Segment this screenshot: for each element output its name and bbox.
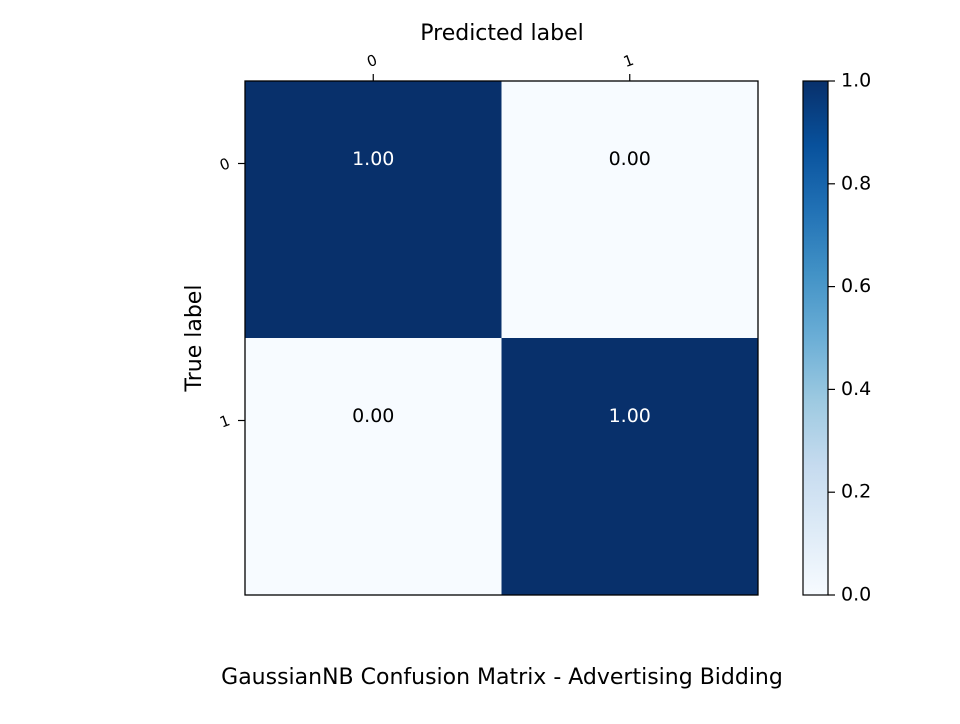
y-tick-label: 1 — [217, 411, 232, 431]
heatmap-cell — [245, 81, 502, 339]
cell-value-label: 1.00 — [352, 148, 394, 170]
heatmap-cell-labels: 1.00 0.00 0.00 1.00 — [352, 148, 651, 427]
colorbar-ticks: 0.0 0.2 0.4 0.6 0.8 1.0 — [828, 70, 871, 606]
y-axis-label: True label — [182, 285, 207, 393]
colorbar-tick-label: 0.8 — [841, 172, 871, 194]
colorbar-tick-label: 0.4 — [841, 378, 871, 400]
cell-value-label: 1.00 — [609, 405, 651, 427]
cell-value-label: 0.00 — [352, 405, 394, 427]
colorbar-tick-label: 0.6 — [841, 275, 871, 297]
y-axis-ticks: 01 — [217, 154, 245, 432]
y-tick-label: 0 — [217, 154, 232, 174]
heatmap-cell — [501, 81, 759, 339]
chart-title: GaussianNB Confusion Matrix - Advertisin… — [221, 665, 783, 690]
colorbar-tick-label: 1.0 — [841, 70, 871, 92]
colorbar-tick-label: 0.0 — [841, 584, 871, 606]
axes-frame — [244, 80, 759, 596]
x-axis-label: Predicted label — [420, 21, 583, 46]
x-tick-label: 0 — [364, 51, 379, 71]
heatmap-cell — [501, 338, 759, 596]
colorbar-tick-label: 0.2 — [841, 481, 871, 503]
colorbar: 0.0 0.2 0.4 0.6 0.8 1.0 — [802, 70, 871, 606]
colorbar-gradient — [802, 80, 829, 596]
x-tick-label: 1 — [621, 51, 636, 71]
cell-value-label: 0.00 — [609, 148, 651, 170]
heatmap-cells — [245, 81, 759, 596]
heatmap-cell — [245, 338, 502, 596]
